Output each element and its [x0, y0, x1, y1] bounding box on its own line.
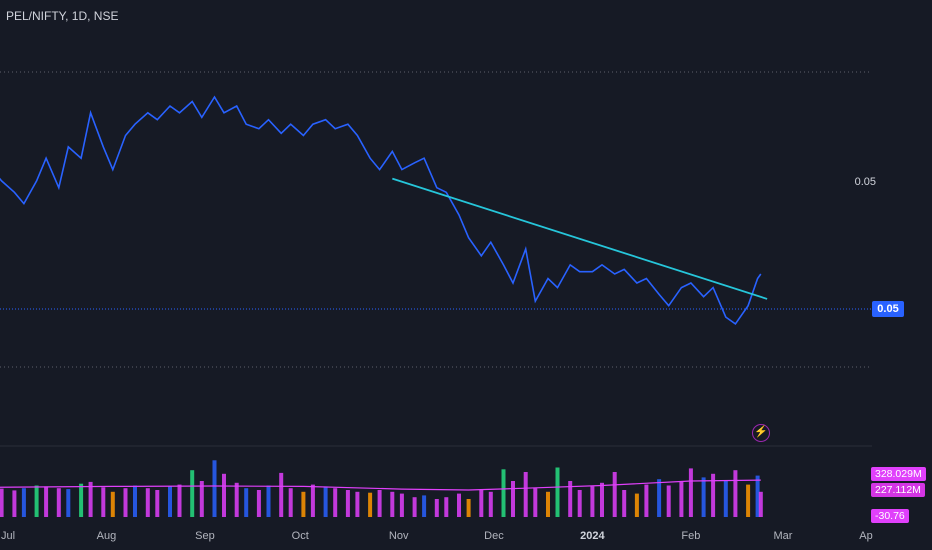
- volume-bar: [577, 490, 582, 517]
- volume-bar: [733, 470, 738, 517]
- volume-bar: [222, 473, 226, 517]
- gridlines: [0, 71, 872, 447]
- volume-bar: [21, 488, 26, 517]
- volume-bar: [199, 481, 204, 517]
- volume-bar: [679, 481, 684, 517]
- volume-bar: [634, 493, 639, 517]
- volume-bar: [657, 479, 662, 517]
- volume-bar: [511, 481, 515, 517]
- volume-bar: [234, 482, 239, 517]
- volume-bar: [244, 488, 249, 517]
- volume-bar: [266, 485, 271, 517]
- volume-bar: [355, 491, 360, 517]
- volume-bar: [746, 484, 751, 517]
- volume-moving-average-line: [0, 479, 761, 491]
- volume-bar: [155, 490, 160, 517]
- volume-bar: [444, 497, 449, 517]
- flash-icon[interactable]: ⚡: [752, 424, 770, 442]
- time-axis-label: Aug: [96, 530, 117, 542]
- volume-change-badge: -30.76: [871, 509, 909, 523]
- time-axis-label: Sep: [195, 530, 215, 542]
- volume-bar: [555, 467, 560, 517]
- volume-bar: [546, 491, 550, 517]
- volume-bar: [301, 491, 306, 517]
- volume-bar: [133, 485, 137, 517]
- volume-bar: [488, 491, 493, 517]
- volume-bar: [466, 499, 471, 517]
- volume-bar: [110, 491, 115, 517]
- time-axis-label: Oct: [291, 530, 309, 542]
- volume-bar: [34, 485, 39, 517]
- time-axis-label: Feb: [681, 530, 701, 542]
- volume-bar: [101, 487, 106, 517]
- volume-bar: [399, 493, 404, 517]
- volume-bar: [612, 472, 617, 517]
- volume-bar: [755, 475, 760, 517]
- volume-ma-badge: 227.112M: [871, 483, 925, 497]
- price-line: [0, 95, 762, 326]
- time-axis-label: Jul: [0, 530, 16, 542]
- volume-bar: [479, 490, 484, 517]
- volume-bar: [44, 486, 49, 517]
- volume-bar: [377, 490, 382, 517]
- volume-bar: [212, 460, 217, 517]
- volume-bar: [568, 481, 573, 517]
- volume-bar: [345, 490, 350, 517]
- time-axis-label: 2024: [580, 530, 605, 542]
- volume-bar: [0, 488, 4, 517]
- volume-bar: [457, 493, 461, 517]
- volume-bar: [88, 481, 93, 517]
- volume-bar: [422, 495, 427, 517]
- volume-bar: [723, 481, 728, 517]
- volume-bar: [256, 490, 261, 517]
- volume-bar: [279, 472, 284, 517]
- volume-bar: [145, 488, 150, 517]
- volume-bar: [390, 491, 395, 517]
- price-axis-label: 0.05: [854, 176, 876, 188]
- volume-bar: [701, 477, 706, 517]
- volume-bar: [288, 488, 293, 517]
- volume-bar: [12, 490, 17, 517]
- volume-bar: [412, 497, 417, 517]
- volume-bar: [600, 482, 604, 517]
- volume-bar: [123, 488, 128, 517]
- time-axis-label: Nov: [388, 530, 409, 542]
- volume-bar: [590, 486, 595, 517]
- volume-bar: [622, 490, 627, 517]
- volume-bar: [310, 484, 315, 517]
- volume-bar: [56, 488, 61, 517]
- volume-bar: [333, 488, 338, 517]
- volume-bar: [688, 468, 693, 517]
- volume-bar: [168, 486, 172, 517]
- time-axis-label: Dec: [484, 530, 504, 542]
- volume-bar: [79, 483, 84, 517]
- volume-bar: [711, 473, 716, 517]
- volume-bar: [533, 488, 538, 517]
- volume-pane: [0, 460, 763, 517]
- volume-bar: [66, 489, 71, 517]
- volume-bar: [666, 485, 671, 517]
- current-price-badge: 0.05: [872, 301, 904, 317]
- volume-bar: [323, 486, 328, 517]
- chart-title: PEL/NIFTY, 1D, NSE: [6, 9, 119, 23]
- volume-bar: [523, 472, 528, 517]
- volume-bar: [501, 469, 506, 517]
- trendline[interactable]: [392, 177, 768, 300]
- volume-bar: [758, 491, 763, 517]
- volume-bar: [190, 470, 195, 517]
- volume-bar: [644, 484, 649, 517]
- volume-value-badge: 328.029M: [871, 467, 926, 481]
- time-axis-label: Ap: [859, 530, 873, 542]
- volume-bar: [177, 484, 182, 517]
- volume-bar: [368, 492, 373, 517]
- volume-bar: [434, 499, 439, 517]
- time-axis-label: Mar: [773, 530, 793, 542]
